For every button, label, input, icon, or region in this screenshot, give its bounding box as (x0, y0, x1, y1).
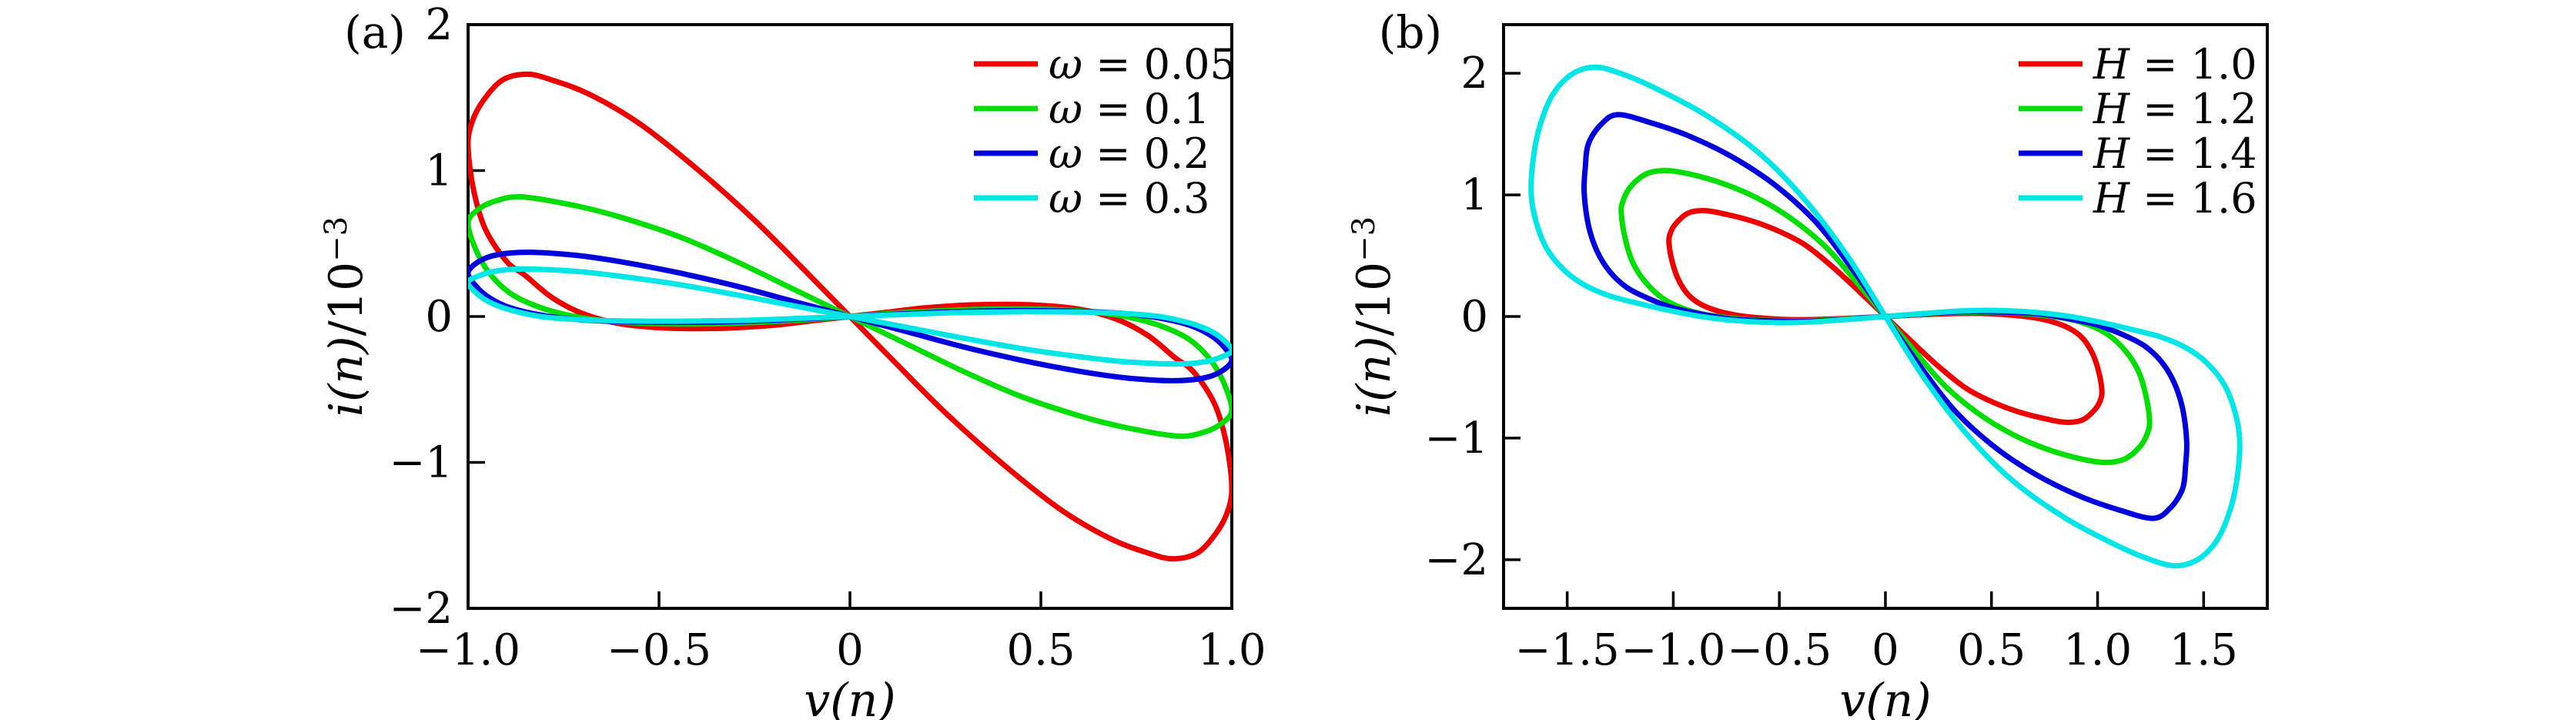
x-tick-label: −1.5 (1515, 625, 1620, 675)
x-tick-label: −0.5 (1727, 625, 1832, 675)
legend-label-value: = 0.1 (1082, 85, 1209, 133)
y-axis-label-sup: −3 (319, 216, 354, 262)
legend-label-omega-0.2: ω = 0.2 (1049, 129, 1210, 178)
legend: H = 1.0H = 1.2H = 1.4H = 1.6 (2019, 40, 2257, 223)
y-tick-label: 0 (425, 292, 453, 342)
legend-label-symbol: ω (1049, 174, 1082, 223)
legend-label-value: = 0.2 (1082, 129, 1209, 178)
legend-label-symbol: ω (1049, 85, 1082, 133)
x-tick-label: 1.0 (2063, 625, 2132, 675)
y-tick-label: 1 (425, 146, 453, 196)
y-tick-label: 2 (425, 0, 453, 50)
y-tick-label: 0 (1460, 292, 1488, 342)
y-axis-label: i(n)/10−3 (1347, 216, 1401, 417)
legend-label-symbol: ω (1049, 129, 1082, 178)
y-axis-label: i(n)/10−3 (319, 216, 373, 417)
y-axis-label-main: i(n) (1347, 336, 1401, 417)
legend-label-value: = 1.0 (2129, 40, 2257, 89)
legend-label-symbol: ω (1049, 40, 1082, 89)
x-tick-label: 0.5 (1006, 625, 1075, 675)
legend-label-omega-0.3: ω = 0.3 (1049, 174, 1210, 223)
x-tick-label: 0.5 (1957, 625, 2026, 675)
y-tick-label: 2 (1460, 49, 1488, 99)
curve-omega-0.3 (468, 266, 1232, 367)
legend-label-H-1.2: H = 1.2 (2093, 85, 2257, 133)
panel-a: −1.0 −0.5 0 0.5 1.0 −2 −1 0 1 2 v(n) i(n)/10−3 (a) ω … (319, 0, 1266, 720)
legend-label-symbol: H (2093, 129, 2130, 178)
legend-label-value: = 1.4 (2129, 129, 2257, 178)
legend-label-H-1.6: H = 1.6 (2093, 174, 2257, 223)
legend: ω = 0.05ω = 0.1ω = 0.2ω = 0.3 (974, 40, 1236, 223)
legend-label-value: = 0.3 (1082, 174, 1209, 223)
x-tick-label: 1.0 (1197, 625, 1266, 675)
panel-b: −1.5 −1.0 −0.5 0 0.5 1.0 1.5 −2 −1 0 1 2 v(n) i(n)/10… (1347, 6, 2269, 720)
legend-label-symbol: H (2093, 174, 2130, 223)
curves-group (1528, 64, 2243, 569)
x-axis-label: v(n) (1839, 674, 1931, 720)
x-tick-label: −0.5 (607, 625, 711, 675)
legend-label-symbol: H (2093, 40, 2130, 89)
legend-label-value: = 1.2 (2129, 85, 2257, 133)
curve-H-1.6 (1528, 64, 2243, 569)
x-tick-label: 1.5 (2170, 625, 2238, 675)
legend-label-H-1.4: H = 1.4 (2093, 129, 2257, 178)
panel-letter-label: (a) (344, 6, 406, 59)
legend-label-omega-0.05: ω = 0.05 (1049, 40, 1236, 89)
y-tick-label: −2 (1424, 535, 1488, 585)
legend-label-value: = 0.05 (1082, 40, 1236, 89)
y-axis-label-sup: −3 (1347, 216, 1382, 262)
legend-label-symbol: H (2093, 85, 2130, 133)
x-tick-label: 0 (1872, 625, 1899, 675)
y-axis-label-main: i(n) (319, 336, 373, 417)
curves-group (468, 71, 1232, 562)
legend-label-omega-0.1: ω = 0.1 (1049, 85, 1210, 133)
panel-letter-label: (b) (1379, 6, 1442, 59)
x-tick-label: −1.0 (1621, 625, 1725, 675)
y-tick-label: −2 (389, 584, 453, 634)
x-tick-label: −1.0 (416, 625, 520, 675)
y-axis-label-div: /10 (1347, 262, 1401, 337)
y-axis-label-div: /10 (319, 262, 373, 337)
x-tick-label: 0 (836, 625, 864, 675)
y-tick-label: −1 (1424, 414, 1488, 464)
legend-label-value: = 1.6 (2129, 174, 2257, 223)
x-axis-label: v(n) (804, 674, 895, 720)
y-tick-label: −1 (389, 438, 453, 488)
legend-label-H-1.0: H = 1.0 (2093, 40, 2257, 89)
y-tick-label: 1 (1460, 170, 1488, 220)
